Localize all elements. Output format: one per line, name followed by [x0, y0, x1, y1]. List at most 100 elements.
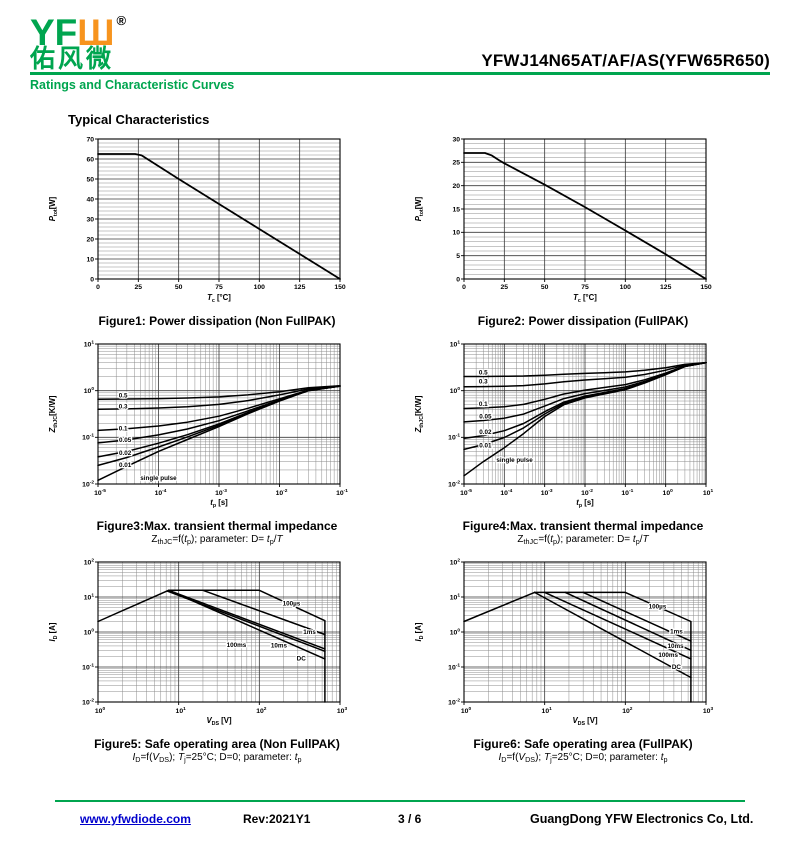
svg-text:10-2: 10-2 [581, 488, 593, 497]
figure-caption: Figure3:Max. transient thermal impedance [96, 519, 338, 533]
svg-text:1ms: 1ms [303, 629, 316, 636]
footer-row: www.yfwdiode.com Rev:2021Y1 3 / 6 GuangD… [0, 802, 800, 832]
svg-text:10-1: 10-1 [448, 433, 460, 442]
svg-text:101: 101 [84, 592, 95, 601]
svg-text:10-1: 10-1 [621, 488, 633, 497]
svg-text:0.5: 0.5 [119, 392, 128, 399]
svg-text:ID [A]: ID [A] [414, 622, 425, 641]
svg-text:25: 25 [452, 160, 460, 167]
svg-text:10ms: 10ms [271, 642, 288, 649]
chart-soa-non-fullpak: 100µs 1ms 100ms 10ms DC 100 101 102 103 10-2 10-1 1… [48, 557, 348, 727]
svg-text:0.02: 0.02 [479, 429, 492, 436]
logo-chinese-text: 佑风微 [30, 45, 115, 73]
svg-text:VDS [V]: VDS [V] [572, 716, 598, 727]
svg-text:0: 0 [90, 276, 94, 283]
svg-text:0.1: 0.1 [119, 426, 128, 433]
svg-text:100: 100 [84, 627, 95, 636]
svg-text:tp [s]: tp [s] [576, 498, 594, 509]
svg-text:101: 101 [176, 706, 187, 715]
figure-thermal-impedance-fullpak: 0.5 0.3 0.1 0.05 0.02 0.01 single pulse 10-5 10-… [408, 336, 758, 546]
logo-wordmark: YFШ ® [30, 11, 126, 53]
figure-soa-non-fullpak: 100µs 1ms 100ms 10ms DC 100 101 102 103 10-2 10-1 1… [42, 554, 392, 764]
svg-text:0.01: 0.01 [119, 462, 132, 469]
svg-text:single pulse: single pulse [140, 475, 177, 482]
svg-text:10-2: 10-2 [276, 488, 288, 497]
svg-text:103: 103 [337, 706, 348, 715]
svg-text:101: 101 [84, 339, 95, 348]
svg-text:0.1: 0.1 [479, 401, 488, 408]
svg-text:101: 101 [450, 592, 461, 601]
logo-text-yf: YF [30, 11, 78, 53]
svg-text:50: 50 [541, 284, 549, 291]
svg-text:25: 25 [135, 284, 143, 291]
svg-text:102: 102 [622, 706, 633, 715]
header: YFШ ® 佑风微 YFWJ14N65AT/AF/AS(YFW65R650) [0, 0, 800, 72]
svg-text:0: 0 [96, 284, 100, 291]
svg-text:ZthJC[K/W]: ZthJC[K/W] [48, 395, 59, 433]
svg-text:10-4: 10-4 [500, 488, 512, 497]
figure-caption: Figure4:Max. transient thermal impedance [462, 519, 704, 533]
svg-text:100: 100 [461, 706, 472, 715]
footer-website-link[interactable]: www.yfwdiode.com [80, 812, 191, 826]
svg-text:0.3: 0.3 [479, 378, 488, 385]
part-number-title: YFWJ14N65AT/AF/AS(YFW65R650) [481, 51, 770, 70]
svg-text:10-2: 10-2 [82, 697, 94, 706]
svg-text:0: 0 [462, 284, 466, 291]
svg-text:10-1: 10-1 [82, 662, 94, 671]
svg-text:tp [s]: tp [s] [210, 498, 228, 509]
svg-text:100ms: 100ms [658, 652, 678, 659]
svg-text:75: 75 [215, 284, 223, 291]
figure-caption: Figure2: Power dissipation (FullPAK) [477, 314, 689, 328]
chart-power-dissipation-fullpak: 0 25 50 75 100 125 150 0 5 10 15 20 25 30 Tc [°C] Ptot[… [414, 136, 712, 304]
svg-text:100: 100 [450, 627, 461, 636]
svg-text:10ms: 10ms [668, 643, 685, 650]
svg-text:100ms: 100ms [227, 642, 247, 649]
charts-grid: 0 25 50 75 100 125 150 0 10 2 0 30 40 50 60 70 Tc [°C] Pt… [0, 131, 800, 764]
svg-text:Ptot[W]: Ptot[W] [48, 196, 59, 221]
svg-text:30: 30 [452, 136, 460, 143]
svg-text:50: 50 [175, 284, 183, 291]
svg-text:101: 101 [542, 706, 553, 715]
svg-text:50: 50 [86, 176, 94, 183]
svg-text:60: 60 [86, 156, 94, 163]
figure-subcaption: ZthJC=f(tp); parameter: D= tp/T [517, 534, 649, 546]
svg-text:10-1: 10-1 [82, 433, 94, 442]
svg-text:0.05: 0.05 [119, 437, 132, 444]
footer-company: GuangDong YFW Electronics Co, Ltd. [530, 812, 754, 826]
figure-thermal-impedance-non-fullpak: 0.5 0.3 0.1 0.05 0.02 0.01 single pulse 10-5 10-… [42, 336, 392, 545]
svg-text:10: 10 [452, 230, 460, 237]
svg-text:150: 150 [334, 284, 346, 291]
figure-subcaption: ID=f(VDS); Tj=25°C; D=0; parameter: tp [498, 751, 668, 764]
svg-text:Tc [°C]: Tc [°C] [573, 293, 597, 304]
footer-revision: Rev:2021Y1 [243, 812, 311, 826]
svg-text:5: 5 [456, 253, 460, 260]
svg-text:100µs: 100µs [283, 600, 301, 607]
svg-text:DC: DC [672, 664, 682, 671]
svg-text:40: 40 [86, 196, 94, 203]
footer-page-number: 3 / 6 [398, 812, 422, 826]
page-heading: Typical Characteristics [68, 112, 210, 127]
svg-text:10-2: 10-2 [448, 479, 460, 488]
svg-text:Ptot[W]: Ptot[W] [414, 196, 425, 221]
svg-text:Tc [°C]: Tc [°C] [207, 293, 231, 304]
svg-text:10: 10 [86, 256, 94, 263]
chart-power-dissipation-non-fullpak: 0 25 50 75 100 125 150 0 10 20 30 40 50 60 70 Tc [°C] Pt… [48, 136, 346, 304]
svg-text:103: 103 [703, 706, 714, 715]
header-divider [30, 72, 770, 75]
figure-subcaption: ID=f(VDS); Tj=25°C; D=0; parameter: tp [132, 751, 302, 764]
svg-text:70: 70 [86, 136, 94, 143]
svg-text:ID [A]: ID [A] [48, 622, 59, 641]
footer: www.yfwdiode.com Rev:2021Y1 3 / 6 GuangD… [0, 800, 800, 832]
svg-text:102: 102 [84, 557, 95, 566]
svg-text:125: 125 [294, 284, 306, 291]
figure-power-dissipation-fullpak: 0 25 50 75 100 125 150 0 5 10 15 20 25 30 Tc [°C] Ptot[… [408, 131, 758, 328]
svg-text:0.3: 0.3 [119, 404, 128, 411]
svg-text:single pulse: single pulse [496, 457, 533, 464]
svg-text:75: 75 [581, 284, 589, 291]
svg-text:10-3: 10-3 [215, 488, 227, 497]
svg-text:100: 100 [663, 488, 674, 497]
svg-text:10-3: 10-3 [541, 488, 553, 497]
svg-text:0.02: 0.02 [119, 450, 132, 457]
